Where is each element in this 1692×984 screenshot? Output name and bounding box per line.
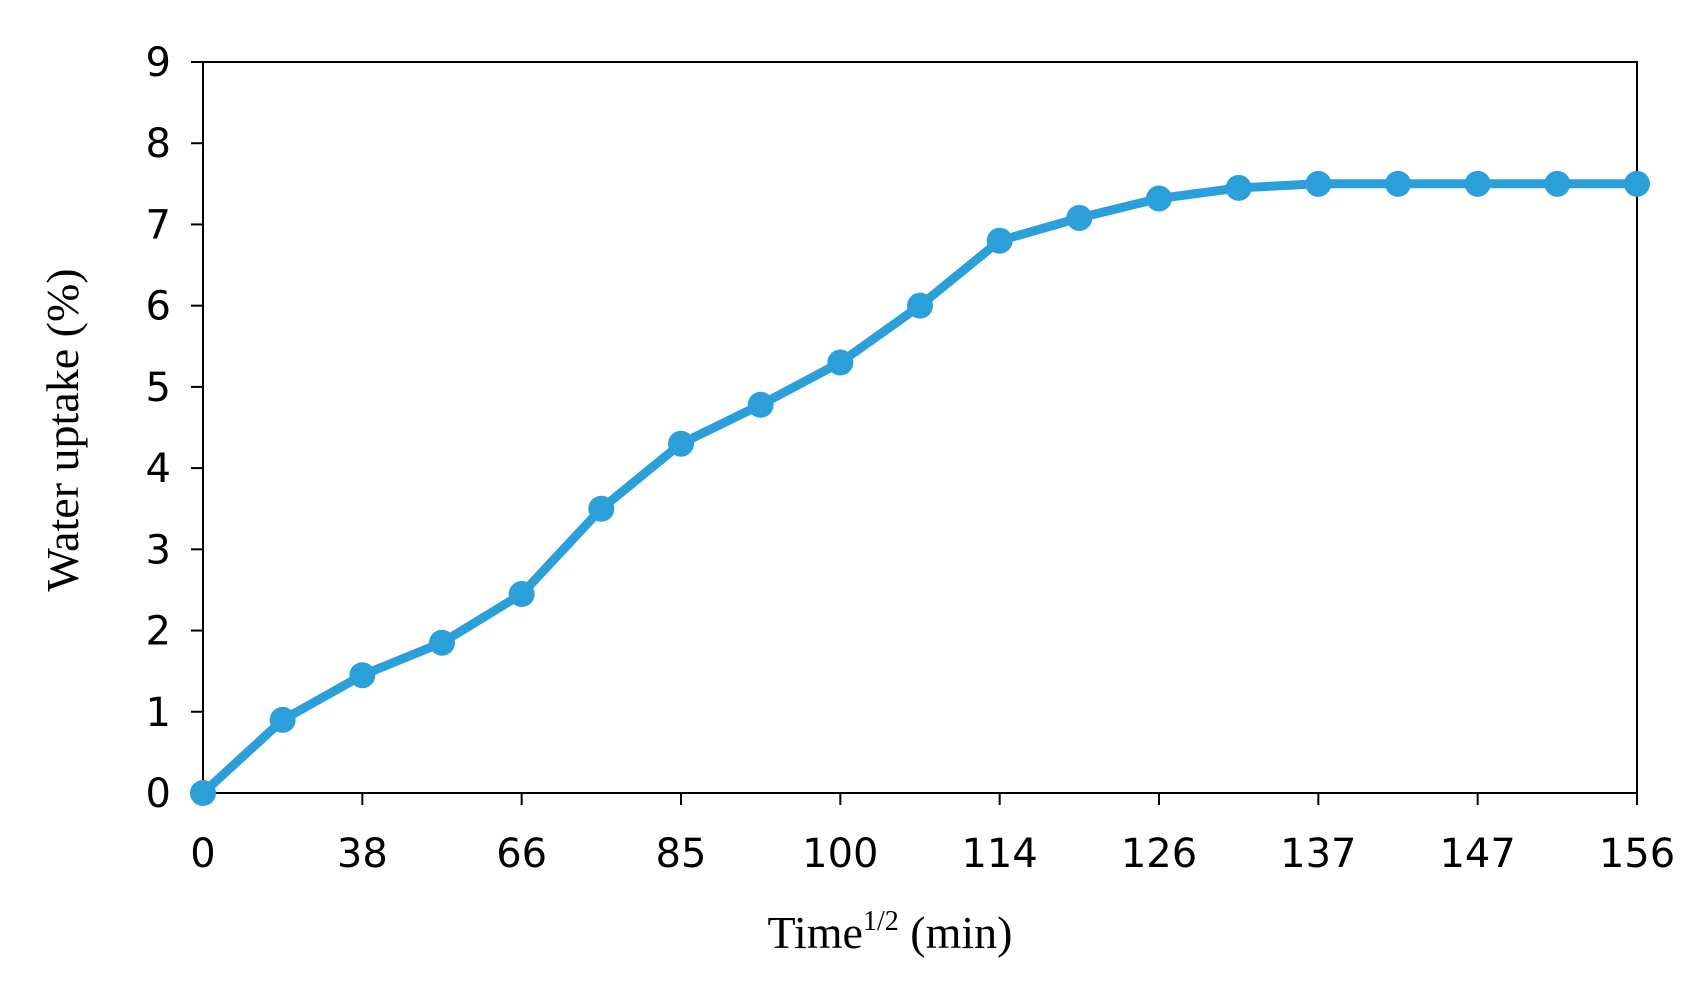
plot-frame-group	[202, 61, 1638, 794]
data-point	[429, 629, 455, 656]
y-tick-label: 4	[146, 446, 171, 492]
data-point	[907, 292, 933, 319]
data-point	[1624, 170, 1650, 197]
data-point	[269, 706, 296, 733]
y-tick-label: 1	[146, 690, 171, 736]
x-tick-label: 114	[961, 831, 1037, 877]
y-tick-label: 6	[146, 284, 171, 330]
axis-titles: Time1/2 (min) Water uptake (%)	[37, 268, 1012, 958]
x-tick-label: 147	[1439, 831, 1515, 877]
y-tick-label: 2	[146, 609, 171, 655]
x-tick-label: 0	[190, 831, 215, 877]
data-point	[508, 581, 535, 608]
x-tick-label: 126	[1121, 831, 1197, 877]
data-point	[1146, 185, 1172, 212]
y-tick-label: 5	[146, 365, 171, 411]
x-tick-label: 137	[1280, 831, 1356, 877]
x-tick-label: 38	[337, 831, 388, 877]
data-point	[1544, 170, 1571, 197]
y-tick-label: 3	[146, 527, 171, 573]
data-point	[1385, 170, 1411, 197]
y-axis-ticks: 0 1 2 3 4 5 6 7 8 9	[146, 40, 203, 817]
x-tick-label: 85	[656, 831, 707, 877]
x-axis-title-suffix: (min)	[899, 907, 1013, 958]
y-tick-label: 8	[146, 121, 171, 167]
series-group	[190, 170, 1650, 806]
data-point	[1464, 170, 1491, 197]
x-axis-title-main: Time	[768, 907, 863, 958]
x-axis-title: Time1/2 (min)	[768, 906, 1013, 958]
y-tick-label: 7	[146, 202, 171, 248]
data-point	[668, 430, 694, 457]
series-line	[198, 179, 1642, 798]
x-axis-ticks: 0 38 66 85 100 114 126 137 147 156	[190, 793, 1675, 877]
y-tick-label: 0	[146, 771, 171, 817]
y-tick-label: 9	[146, 40, 171, 86]
data-point	[588, 495, 615, 522]
data-point	[349, 662, 376, 689]
data-point	[986, 227, 1013, 254]
x-tick-label: 156	[1599, 831, 1675, 877]
plot-area-border	[202, 61, 1638, 794]
data-point	[1066, 204, 1093, 231]
data-point	[747, 391, 774, 418]
y-axis-title: Water uptake (%)	[37, 268, 88, 591]
data-point	[190, 780, 216, 806]
x-axis-title-superscript: 1/2	[863, 906, 899, 937]
data-point	[1225, 174, 1252, 201]
data-point	[1305, 170, 1332, 197]
data-point	[827, 349, 854, 376]
x-tick-label: 100	[802, 831, 878, 877]
x-tick-label: 66	[496, 831, 547, 877]
